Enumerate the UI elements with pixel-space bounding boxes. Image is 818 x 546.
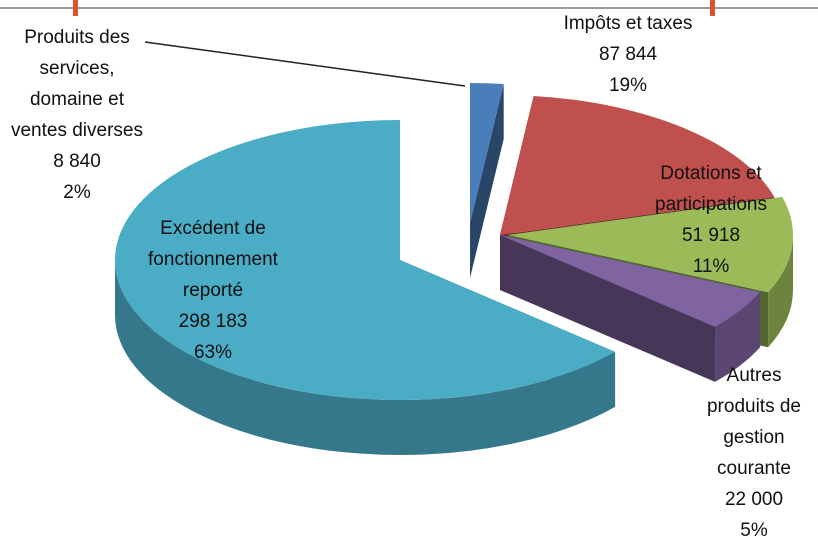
category-label: Dotations et participations [655,163,767,215]
slice [470,83,504,223]
category-label: Autres produits de gestion courante [706,365,801,479]
percent-label: 2% [63,182,91,203]
category-label: Impôts et taxes [563,13,693,34]
slice-wall [115,260,616,455]
data-label: Impôts et taxes 87 844 19% [560,8,696,101]
percent-label: 63% [193,342,233,363]
slice-wall [715,292,761,382]
slice [114,120,616,400]
slice [508,196,793,293]
data-label: Autres produits de gestion courante 22 00… [700,360,808,546]
value-label: 22 000 [724,489,784,510]
slice-side [500,235,716,382]
slice [500,235,761,327]
data-label: Excédent de fonctionnement reporté 298 18… [138,213,288,368]
category-label: Produits des services, domaine et ventes… [10,27,143,141]
percent-label: 5% [740,520,768,541]
data-label: Produits des services, domaine et ventes… [3,22,151,208]
value-label: 87 844 [598,44,658,65]
slice [500,95,775,235]
data-label: Dotations et participations 51 918 11% [626,158,796,282]
value-label: 298 183 [178,311,248,332]
value-label: 51 918 [681,225,741,246]
frame-mark [73,0,78,16]
slice-wall [768,235,793,348]
slice-side [470,83,504,278]
percent-label: 11% [692,256,730,277]
leader-line [144,41,466,87]
category-label: Excédent de fonctionnement reporté [148,218,278,301]
percent-label: 19% [608,75,648,96]
value-label: 8 840 [53,151,101,172]
frame-mark [710,0,715,16]
